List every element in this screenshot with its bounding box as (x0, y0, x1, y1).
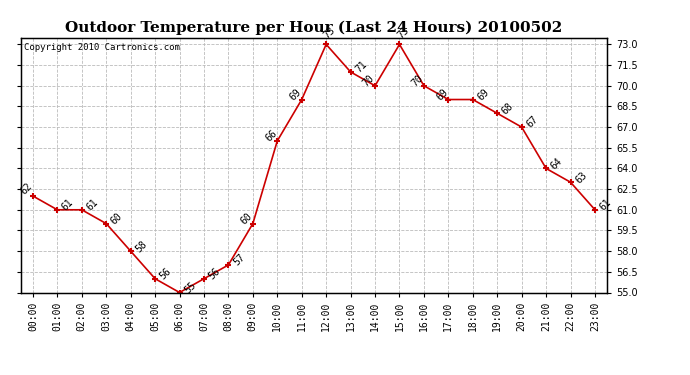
Text: 61: 61 (85, 197, 100, 213)
Text: 60: 60 (109, 211, 124, 226)
Text: 58: 58 (133, 238, 149, 254)
Text: 61: 61 (60, 197, 75, 213)
Text: 71: 71 (353, 59, 368, 75)
Text: 68: 68 (500, 101, 515, 116)
Title: Outdoor Temperature per Hour (Last 24 Hours) 20100502: Outdoor Temperature per Hour (Last 24 Ho… (66, 21, 562, 35)
Text: 73: 73 (395, 25, 411, 40)
Text: 64: 64 (549, 156, 564, 171)
Text: 69: 69 (288, 87, 303, 102)
Text: 67: 67 (524, 114, 540, 130)
Text: 70: 70 (361, 73, 377, 88)
Text: 70: 70 (410, 73, 426, 88)
Text: 69: 69 (435, 87, 450, 102)
Text: 69: 69 (475, 87, 491, 102)
Text: Copyright 2010 Cartronics.com: Copyright 2010 Cartronics.com (23, 43, 179, 52)
Text: 63: 63 (573, 170, 589, 185)
Text: 56: 56 (207, 266, 222, 282)
Text: 57: 57 (231, 252, 246, 268)
Text: 61: 61 (598, 197, 613, 213)
Text: 73: 73 (322, 25, 337, 40)
Text: 55: 55 (182, 280, 198, 295)
Text: 60: 60 (239, 211, 255, 226)
Text: 62: 62 (19, 181, 34, 196)
Text: 56: 56 (158, 266, 173, 282)
Text: 66: 66 (264, 128, 279, 144)
